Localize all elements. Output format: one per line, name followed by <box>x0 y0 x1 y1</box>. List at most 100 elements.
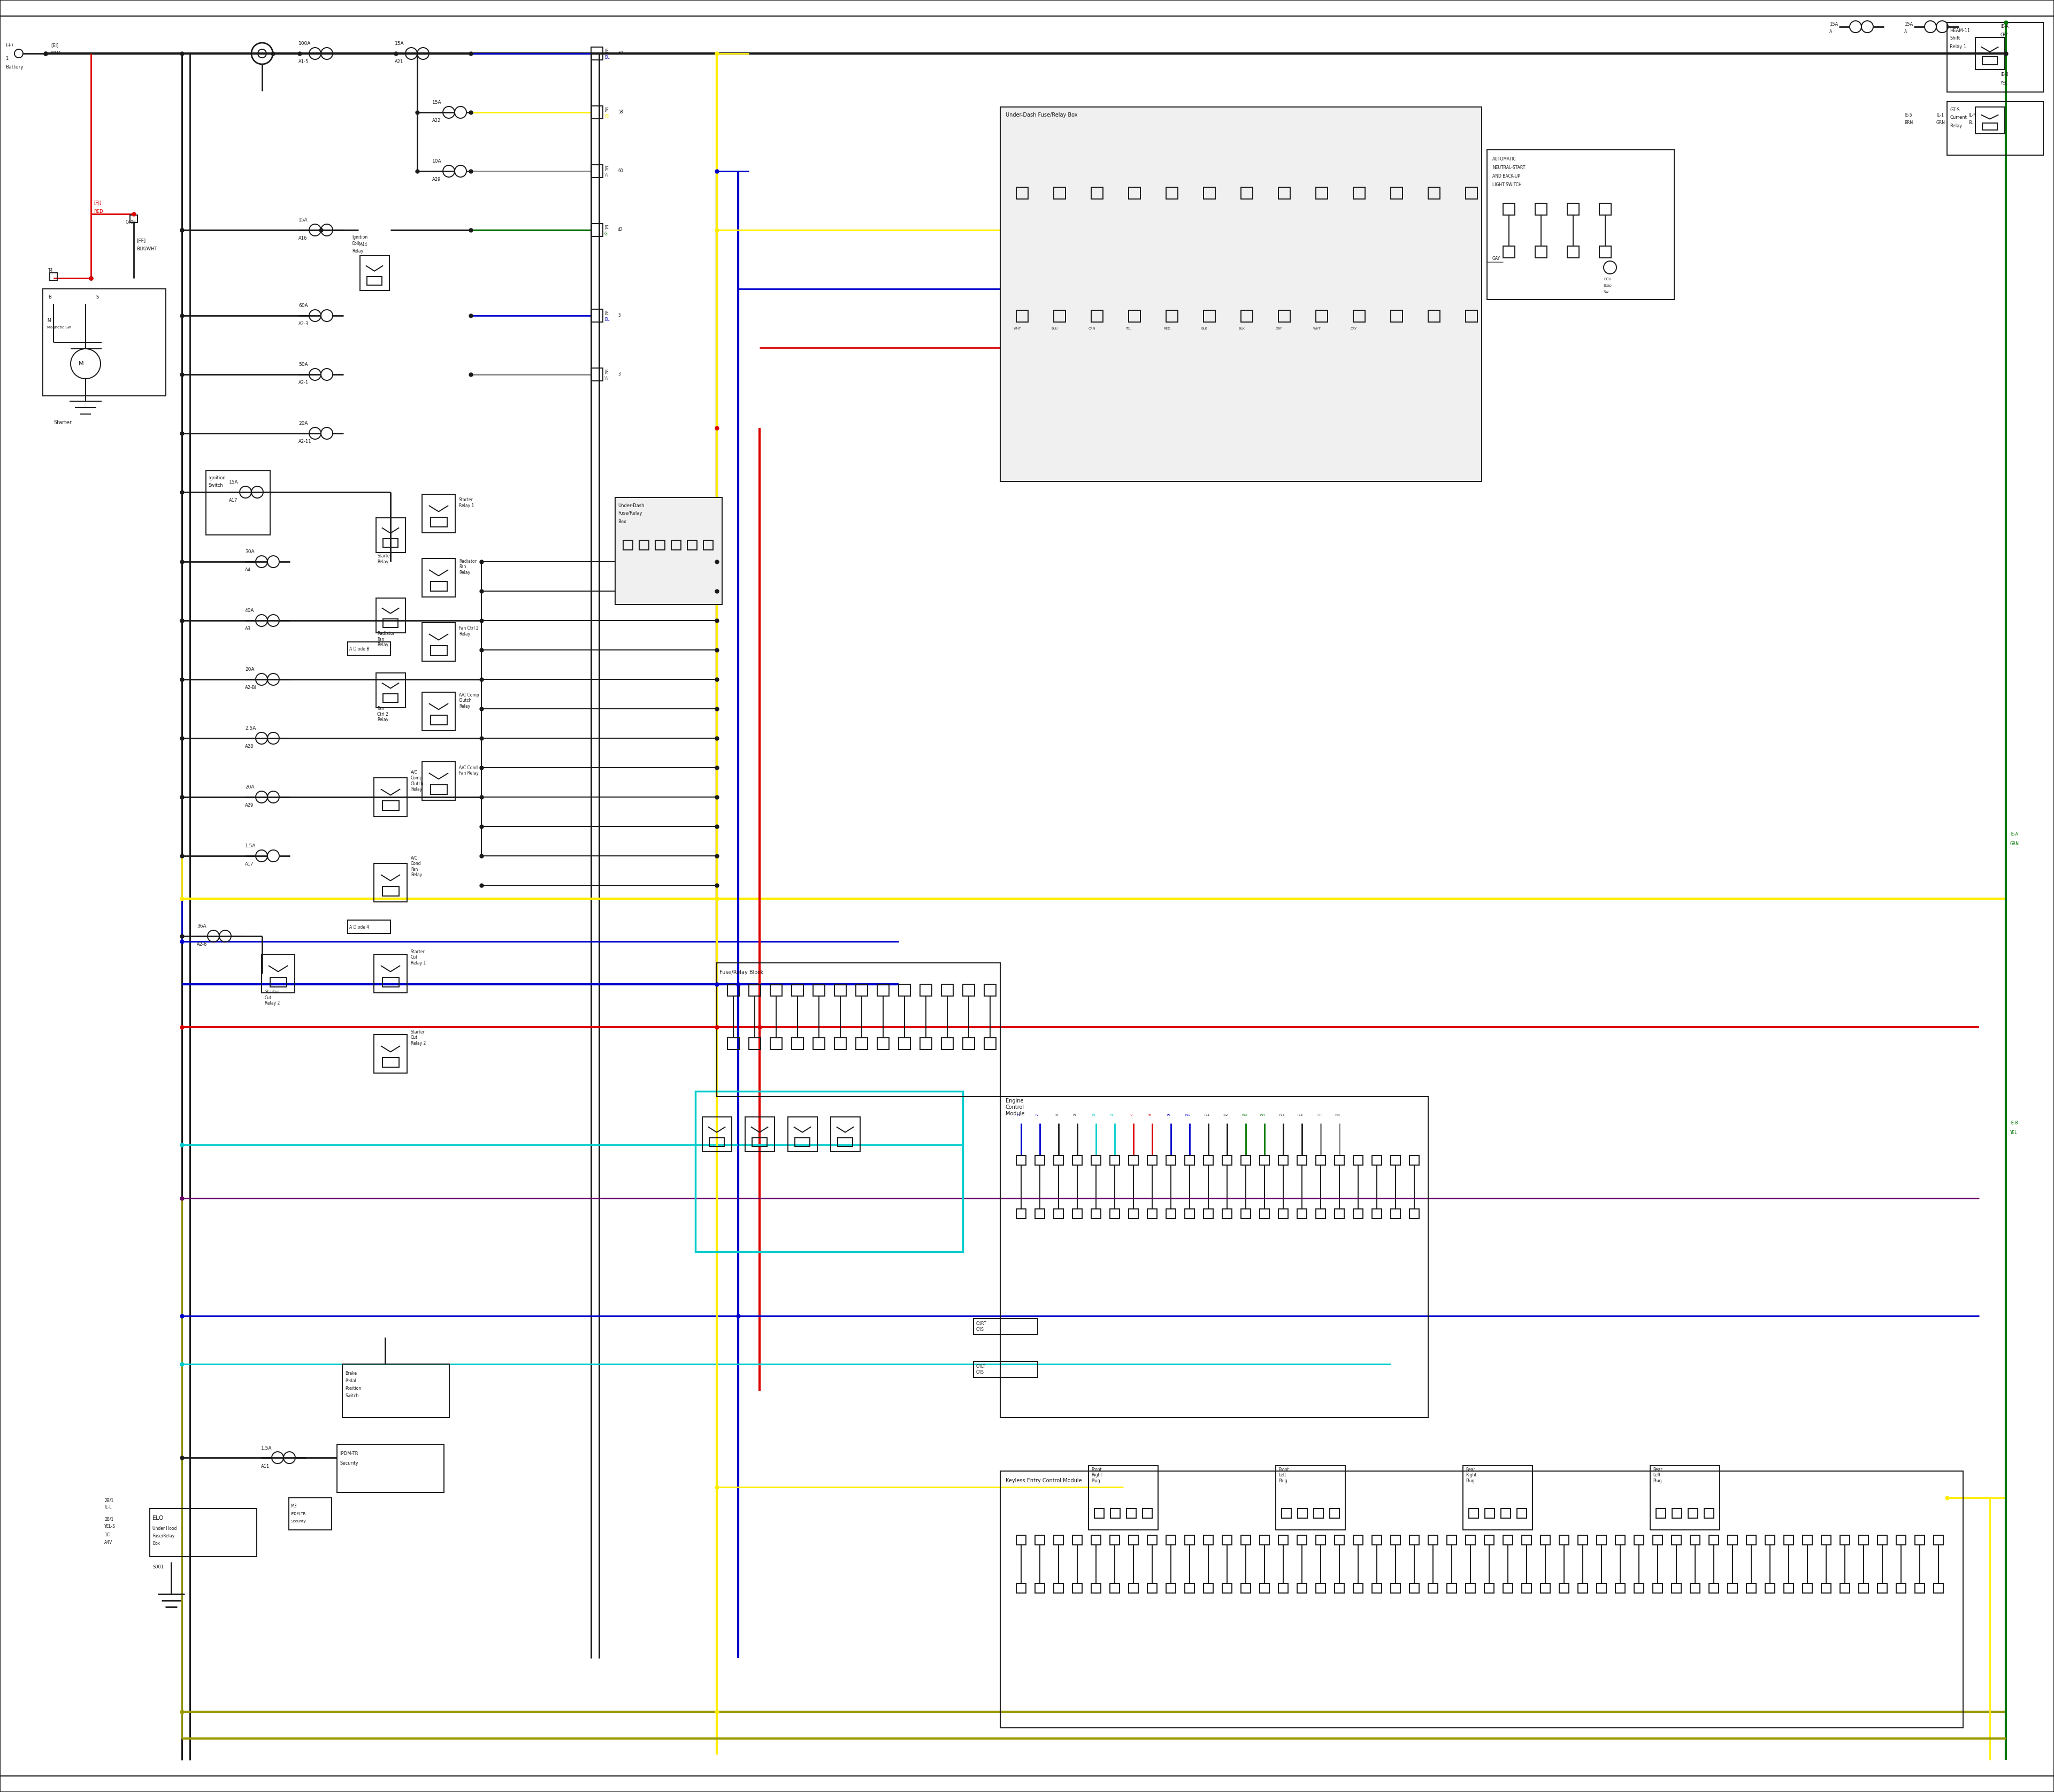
Bar <box>269 977 286 987</box>
Text: A4: A4 <box>244 568 251 573</box>
Bar <box>696 1091 963 1253</box>
Bar <box>1354 1156 1364 1165</box>
Bar <box>1298 1509 1306 1518</box>
Text: P4: P4 <box>1072 1115 1076 1116</box>
Text: Under-Dash Fuse/Relay Box: Under-Dash Fuse/Relay Box <box>1006 113 1078 118</box>
Text: IL-R: IL-R <box>1968 113 1976 118</box>
Bar <box>1091 1584 1101 1593</box>
Bar <box>376 599 405 633</box>
Text: S: S <box>97 294 99 299</box>
Bar <box>592 224 602 237</box>
Bar <box>1690 1584 1701 1593</box>
Bar <box>1148 1156 1156 1165</box>
Text: B: B <box>47 294 51 299</box>
Text: Front
Left
Plug: Front Left Plug <box>1278 1468 1290 1484</box>
Bar <box>1487 151 1674 299</box>
Text: P6: P6 <box>1111 1115 1113 1116</box>
Text: Starter
Relay 1: Starter Relay 1 <box>458 498 474 507</box>
Text: 20A: 20A <box>298 421 308 426</box>
Bar <box>421 622 456 661</box>
Text: IE-A: IE-A <box>2001 25 2009 29</box>
Text: 30A: 30A <box>244 550 255 554</box>
Bar <box>750 1038 760 1050</box>
Text: ELO: ELO <box>152 1516 164 1521</box>
Bar <box>1462 1466 1532 1530</box>
Text: Battery: Battery <box>6 65 23 70</box>
Bar <box>1596 1536 1606 1545</box>
Bar <box>1298 1536 1306 1545</box>
Bar <box>1534 246 1547 258</box>
Text: A16: A16 <box>298 237 308 240</box>
Bar <box>1035 1584 1045 1593</box>
Bar <box>1241 1584 1251 1593</box>
Bar <box>1148 1536 1156 1545</box>
Text: BRN: BRN <box>1904 120 1912 125</box>
Bar <box>347 642 390 656</box>
Text: A29: A29 <box>431 177 442 183</box>
Bar <box>963 1038 974 1050</box>
Bar <box>1656 1509 1666 1518</box>
Bar <box>1672 1509 1682 1518</box>
Text: YEL: YEL <box>2011 1131 2017 1136</box>
Text: 20A: 20A <box>244 785 255 790</box>
Bar <box>974 1362 1037 1378</box>
Bar <box>1746 1536 1756 1545</box>
Bar <box>1128 1584 1138 1593</box>
Text: 2B/1: 2B/1 <box>105 1516 113 1521</box>
Bar <box>1567 246 1580 258</box>
Bar <box>1354 1536 1364 1545</box>
Text: YEL-S: YEL-S <box>105 1523 115 1529</box>
Bar <box>834 1038 846 1050</box>
Text: GT-S: GT-S <box>1949 108 1960 113</box>
Bar <box>1635 1584 1643 1593</box>
Bar <box>1409 1584 1419 1593</box>
Text: [EJ]: [EJ] <box>94 201 101 206</box>
Text: 15A: 15A <box>1830 22 1838 27</box>
Bar <box>1329 1509 1339 1518</box>
Text: BLU: BLU <box>1052 328 1058 330</box>
Text: Starter
Cut
Relay 2: Starter Cut Relay 2 <box>411 1030 425 1047</box>
Text: Box: Box <box>618 520 626 523</box>
Bar <box>359 256 390 290</box>
Bar <box>1091 1536 1101 1545</box>
Bar <box>1317 1536 1325 1545</box>
Bar <box>1185 1536 1195 1545</box>
Text: CRY: CRY <box>1352 328 1358 330</box>
Bar <box>974 1319 1037 1335</box>
Bar <box>1764 1584 1775 1593</box>
Bar <box>1653 1536 1662 1545</box>
Text: Starter
Relay: Starter Relay <box>378 554 392 564</box>
Text: A Diode B: A Diode B <box>349 647 370 650</box>
Bar <box>1485 1536 1493 1545</box>
Bar <box>1690 1536 1701 1545</box>
Bar <box>770 984 783 996</box>
Text: Under Hood: Under Hood <box>152 1527 177 1530</box>
Bar <box>920 984 933 996</box>
Bar <box>374 864 407 901</box>
Bar <box>1428 186 1440 199</box>
Bar <box>1167 1210 1175 1219</box>
Bar <box>1072 1156 1082 1165</box>
Text: Shift: Shift <box>1949 36 1960 41</box>
Bar <box>592 106 602 118</box>
Text: Fuse/Relay Block: Fuse/Relay Block <box>719 969 764 975</box>
Bar <box>1315 1509 1323 1518</box>
Bar <box>1298 1156 1306 1165</box>
Bar <box>1204 1584 1214 1593</box>
Text: RED: RED <box>1163 328 1171 330</box>
Text: 60: 60 <box>618 168 622 174</box>
Bar <box>1278 1584 1288 1593</box>
Bar <box>1017 1536 1025 1545</box>
Text: 40A: 40A <box>244 609 255 613</box>
Bar <box>1204 1210 1214 1219</box>
Bar <box>382 887 398 896</box>
Bar <box>1128 186 1140 199</box>
Bar <box>205 471 271 536</box>
Bar <box>1372 1536 1382 1545</box>
Bar <box>1259 1536 1269 1545</box>
Bar <box>347 919 390 934</box>
Bar <box>1372 1156 1382 1165</box>
Bar <box>1278 1536 1288 1545</box>
Bar <box>1467 1536 1475 1545</box>
Bar <box>431 518 448 527</box>
